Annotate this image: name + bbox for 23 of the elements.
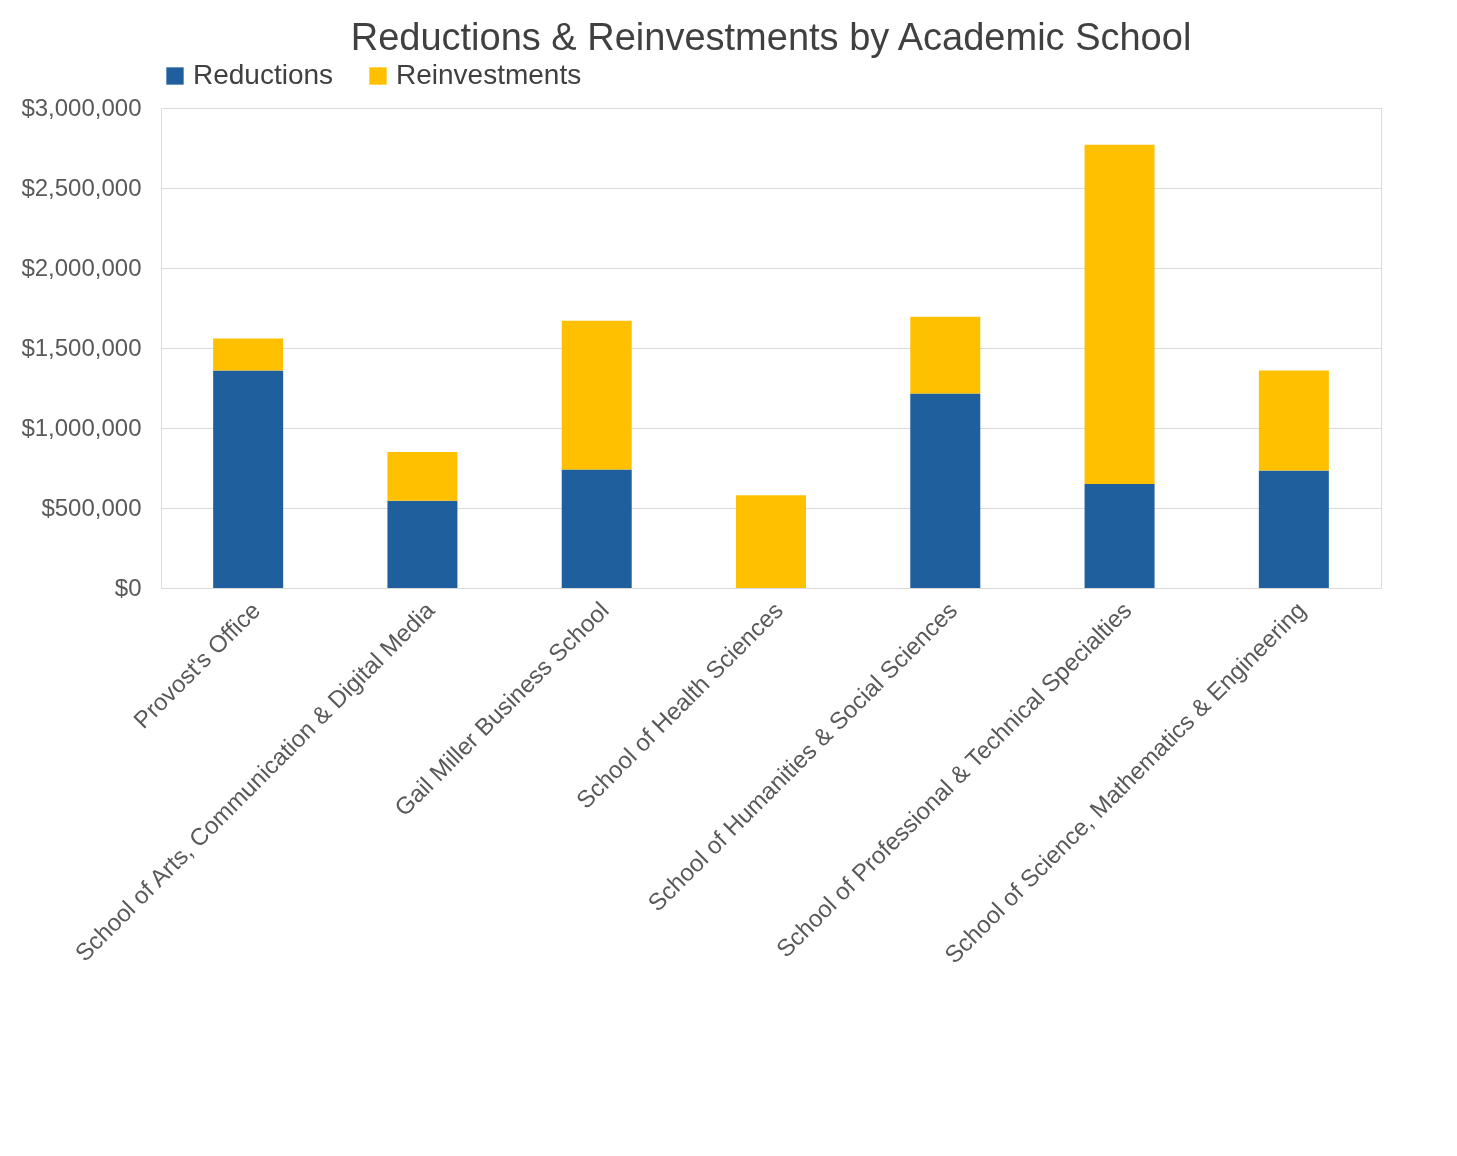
- bar: [1084, 144, 1155, 484]
- bar: [1258, 370, 1329, 471]
- bar: [561, 320, 632, 470]
- bar: [910, 316, 981, 394]
- y-tick-label: $2,500,000: [21, 173, 142, 201]
- bar: [387, 452, 458, 501]
- chart-title: Reductions & Reinvestments by Academic School: [350, 16, 1192, 58]
- bar: [213, 338, 284, 371]
- y-tick-label: $3,000,000: [21, 93, 142, 121]
- y-tick-label: $1,000,000: [21, 413, 142, 441]
- bar: [213, 370, 284, 588]
- y-tick-label: $500,000: [41, 493, 142, 521]
- bar: [387, 500, 458, 588]
- legend-label: Reductions: [193, 59, 334, 90]
- legend-label: Reinvestments: [396, 59, 582, 90]
- bar: [910, 393, 981, 588]
- bar: [736, 495, 806, 588]
- bar: [1084, 484, 1155, 588]
- bar: [1258, 470, 1329, 588]
- bar: [561, 469, 632, 588]
- y-tick-label: $1,500,000: [21, 333, 142, 361]
- y-tick-label: $2,000,000: [21, 253, 142, 281]
- y-tick-label: $0: [114, 573, 142, 601]
